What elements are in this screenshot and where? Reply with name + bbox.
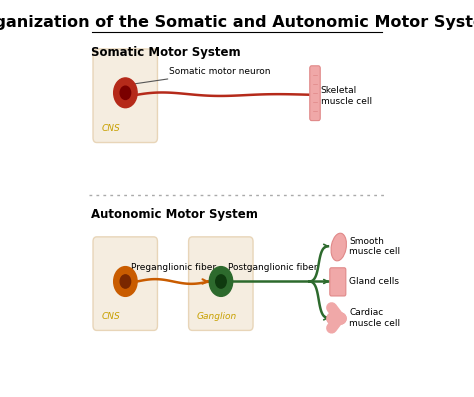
Text: Smooth
muscle cell: Smooth muscle cell	[349, 237, 401, 256]
Text: Somatic motor neuron: Somatic motor neuron	[135, 67, 271, 84]
FancyBboxPatch shape	[330, 268, 346, 296]
Text: Organization of the Somatic and Autonomic Motor System: Organization of the Somatic and Autonomi…	[0, 15, 474, 29]
Text: Ganglion: Ganglion	[197, 312, 237, 321]
Text: CNS: CNS	[101, 124, 120, 133]
Text: Skeletal
muscle cell: Skeletal muscle cell	[321, 86, 372, 106]
Circle shape	[114, 267, 137, 297]
Text: CNS: CNS	[101, 312, 120, 321]
Text: Preganglionic fiber: Preganglionic fiber	[131, 263, 216, 272]
Text: Somatic Motor System: Somatic Motor System	[91, 46, 240, 59]
Circle shape	[209, 267, 233, 297]
Text: Cardiac
muscle cell: Cardiac muscle cell	[349, 308, 401, 328]
Circle shape	[216, 275, 226, 288]
FancyBboxPatch shape	[310, 66, 320, 121]
Text: Gland cells: Gland cells	[349, 277, 399, 286]
FancyBboxPatch shape	[189, 237, 253, 330]
Circle shape	[114, 78, 137, 108]
Ellipse shape	[331, 233, 346, 261]
Text: Autonomic Motor System: Autonomic Motor System	[91, 208, 257, 221]
FancyBboxPatch shape	[93, 49, 157, 143]
Text: Postganglionic fiber: Postganglionic fiber	[228, 263, 317, 272]
Circle shape	[120, 275, 131, 288]
FancyBboxPatch shape	[93, 237, 157, 330]
Circle shape	[120, 86, 131, 100]
